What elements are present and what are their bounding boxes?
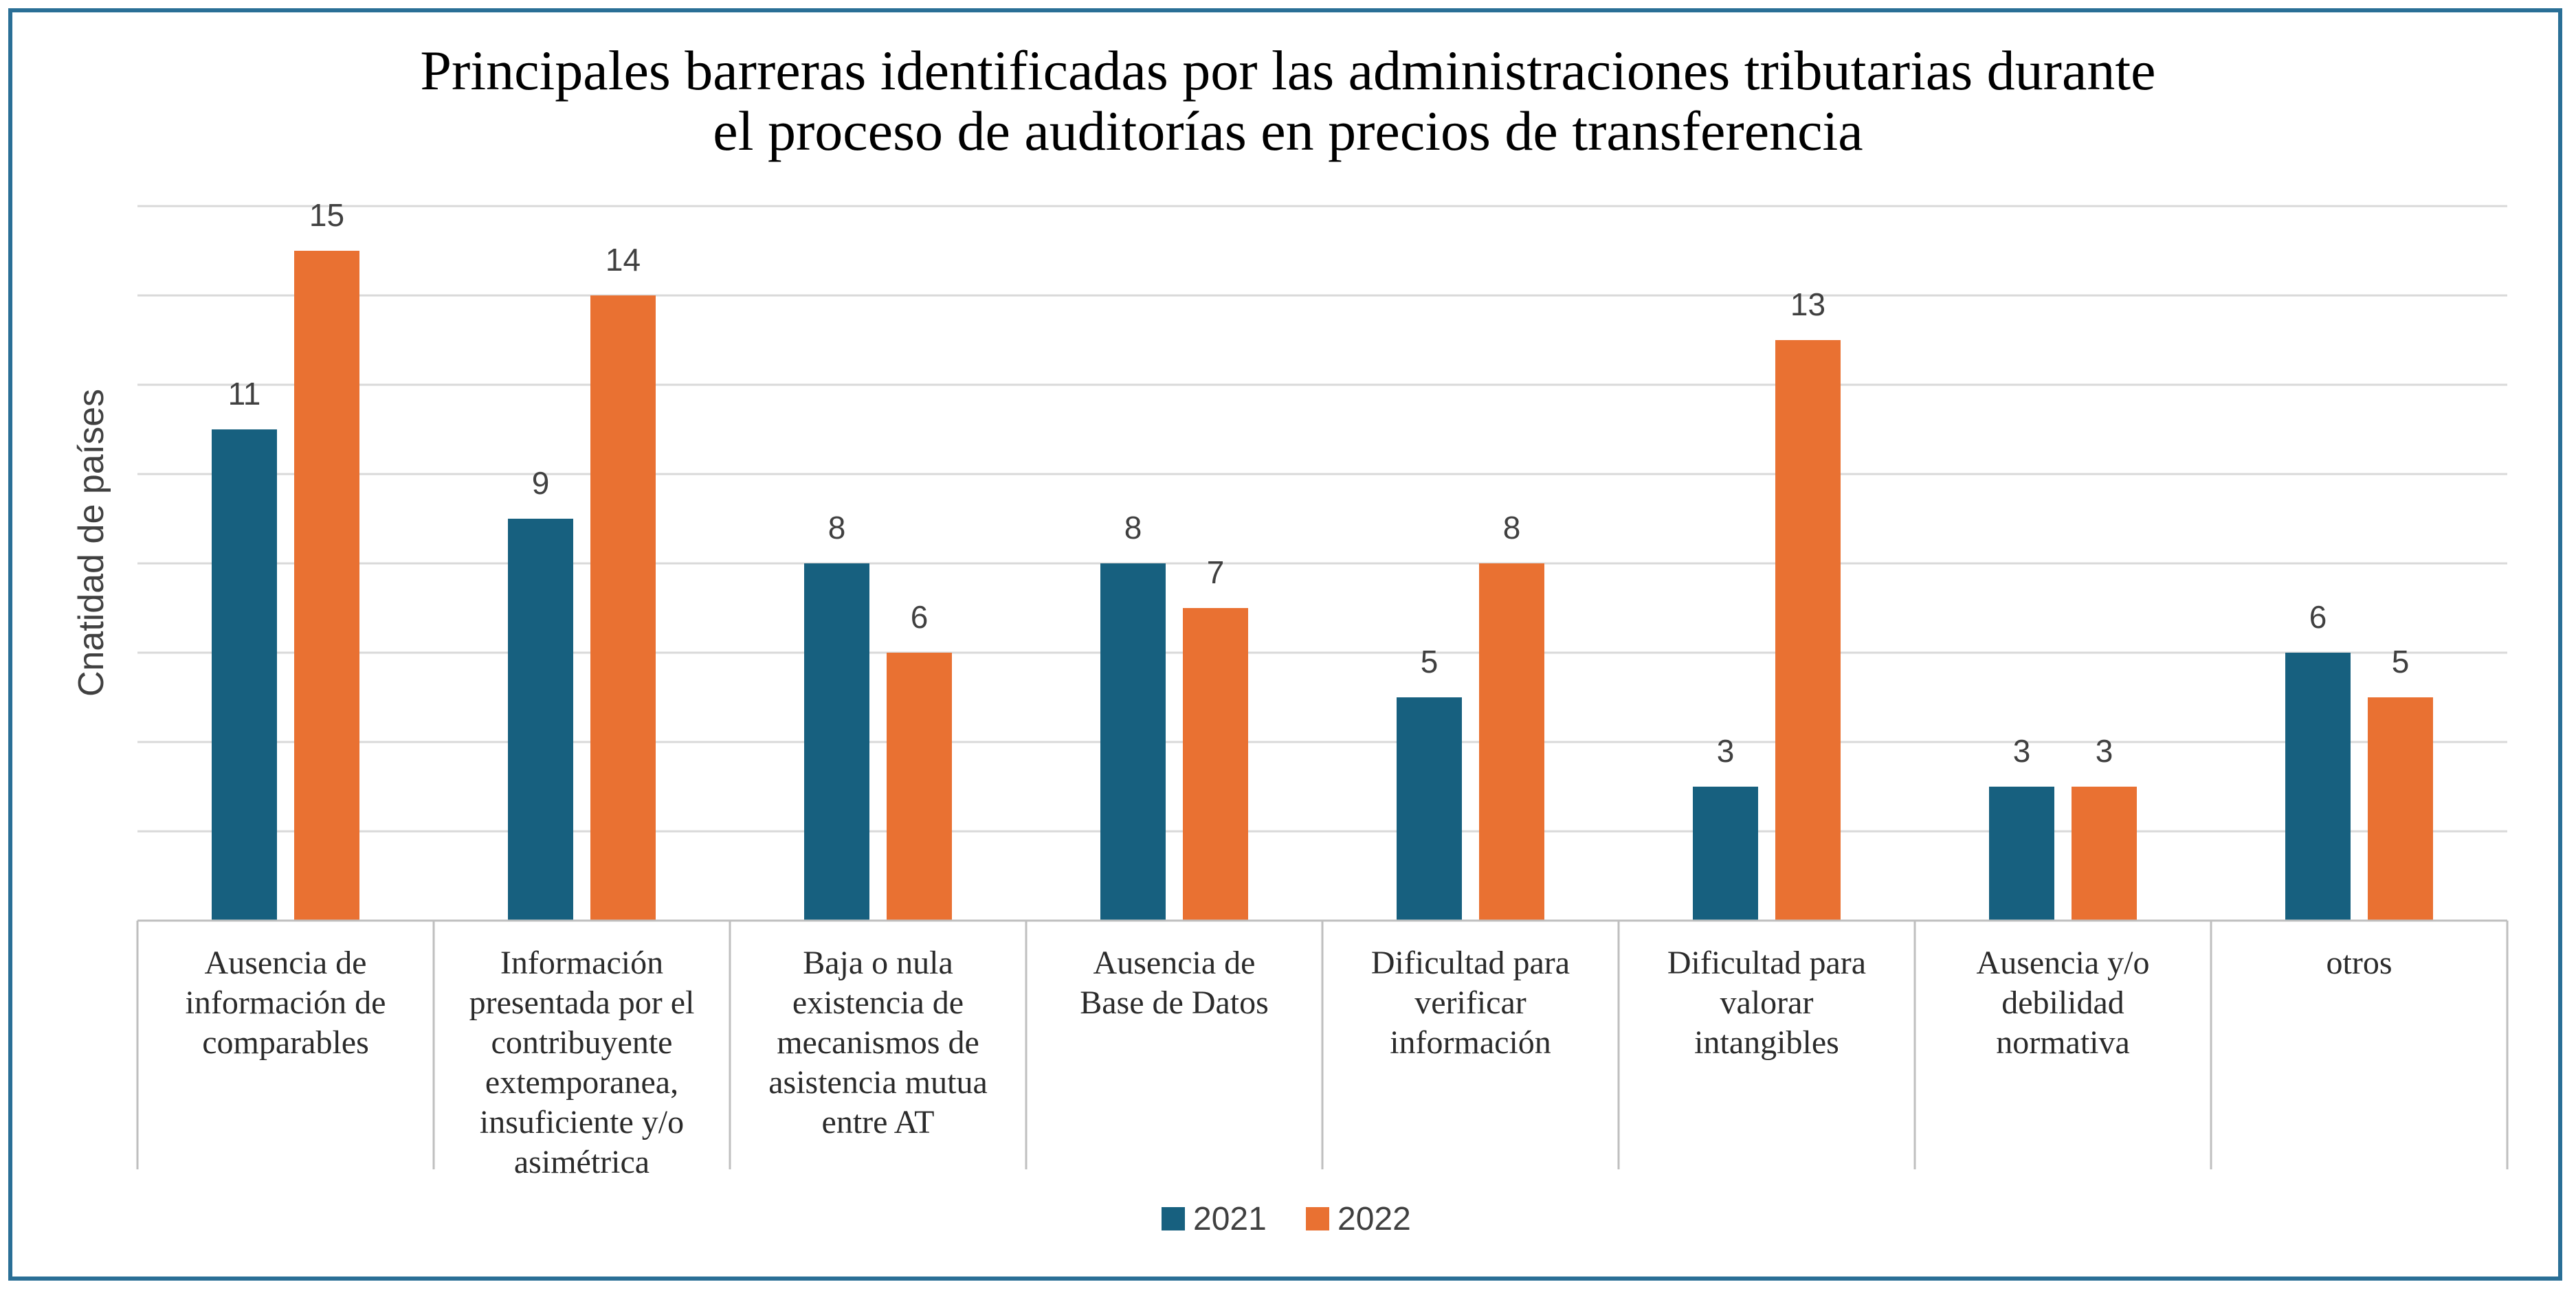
bar-2021: [212, 429, 277, 921]
data-label: 8: [1124, 510, 1142, 546]
category-label: Ausencia de información de comparables: [186, 945, 386, 1061]
y-axis-label: Cnatidad de países: [71, 389, 111, 697]
category-axis: Ausencia de información de comparables Info…: [136, 919, 2509, 1180]
category-label-line: Ausencia de: [205, 945, 367, 981]
category-label-line: Baja o nula: [803, 945, 953, 981]
category-label: Dificultad para verificar información: [1371, 945, 1570, 1061]
category-label: Ausencia y/o debilidad normativa: [1977, 945, 2150, 1061]
bar-2022: [294, 251, 359, 921]
legend-swatch-2021: [1162, 1207, 1185, 1230]
category-label-line: debilidad: [2001, 985, 2124, 1021]
data-label: 3: [2013, 733, 2031, 769]
legend-swatch-2022: [1306, 1207, 1329, 1230]
category-label: Baja o nula existencia de mecanismos de asi…: [768, 945, 988, 1140]
legend-label: 2022: [1337, 1201, 1411, 1237]
bar-2022: [1183, 608, 1248, 921]
bar-2021: [508, 519, 573, 921]
category-label-line: Base de Datos: [1080, 985, 1269, 1021]
category-label-line: Dificultad para: [1667, 945, 1866, 981]
data-label: 13: [1790, 286, 1825, 322]
category-label-line: existencia de: [792, 985, 964, 1021]
data-label: 3: [2096, 733, 2113, 769]
category-label-line: valorar: [1720, 985, 1814, 1021]
bar-2021: [1989, 787, 2054, 921]
bar-2022: [590, 295, 656, 921]
chart-title-line: Principales barreras identificadas por l…: [420, 39, 2155, 102]
category-label-line: Ausencia y/o: [1977, 945, 2150, 981]
category-label-line: Información: [500, 945, 663, 981]
category-label-line: normativa: [1996, 1024, 2130, 1061]
chart-title: Principales barreras identificadas por l…: [420, 39, 2155, 162]
chart-title-line: el proceso de auditorías en precios de t…: [713, 100, 1863, 162]
category-label: Ausencia de Base de Datos: [1080, 945, 1269, 1021]
category-label: Dificultad para valorar intangibles: [1667, 945, 1866, 1061]
category-label-line: mecanismos de: [777, 1024, 979, 1061]
category-label-line: información de: [186, 985, 386, 1021]
category-label-line: extemporanea,: [485, 1064, 678, 1101]
category-label-line: asimétrica: [514, 1144, 649, 1180]
data-label: 6: [911, 599, 929, 635]
legend-label: 2021: [1193, 1201, 1267, 1237]
data-label: 7: [1207, 554, 1225, 590]
data-label: 15: [309, 197, 344, 233]
bar-2021: [804, 563, 869, 921]
category-label-line: asistencia mutua: [768, 1064, 988, 1101]
bar-2021: [1100, 563, 1166, 921]
data-label: 9: [532, 465, 550, 501]
data-label: 3: [1717, 733, 1735, 769]
data-label: 8: [1503, 510, 1521, 546]
bar-2021: [1693, 787, 1758, 921]
data-labels: 11 15 9 14 8 6 8 7 5 8 3 13 3 3 6 5: [228, 197, 2410, 769]
data-label: 14: [606, 242, 641, 278]
bar-2021: [1397, 697, 1462, 921]
category-label-line: comparables: [202, 1024, 369, 1061]
category-label-line: contribuyente: [491, 1024, 673, 1061]
category-label-line: Dificultad para: [1371, 945, 1570, 981]
category-label-line: insuficiente y/o: [480, 1104, 684, 1140]
category-label-line: presentada por el: [469, 985, 695, 1021]
bar-2021: [2285, 653, 2351, 921]
bar-2022: [2368, 697, 2433, 921]
bars: [212, 251, 2433, 921]
category-label-line: verificar: [1414, 985, 1526, 1021]
category-label-line: Ausencia de: [1093, 945, 1256, 981]
category-label-line: intangibles: [1694, 1024, 1839, 1061]
category-label: otros: [2327, 945, 2392, 981]
category-label-line: información: [1390, 1024, 1551, 1061]
data-label: 8: [828, 510, 846, 546]
category-label: Información presentada por el contribuyent…: [469, 945, 695, 1180]
bar-2022: [1479, 563, 1544, 921]
data-label: 6: [2309, 599, 2327, 635]
data-label: 5: [2392, 644, 2410, 679]
data-label: 11: [228, 376, 261, 412]
legend: 2021 2022: [1162, 1201, 1411, 1237]
bar-2022: [1775, 340, 1841, 921]
data-label: 5: [1421, 644, 1439, 679]
bar-2022: [887, 653, 952, 921]
bar-2022: [2072, 787, 2137, 921]
gridlines: [137, 205, 2507, 833]
category-label-line: otros: [2327, 945, 2392, 981]
category-label-line: entre AT: [822, 1104, 935, 1140]
